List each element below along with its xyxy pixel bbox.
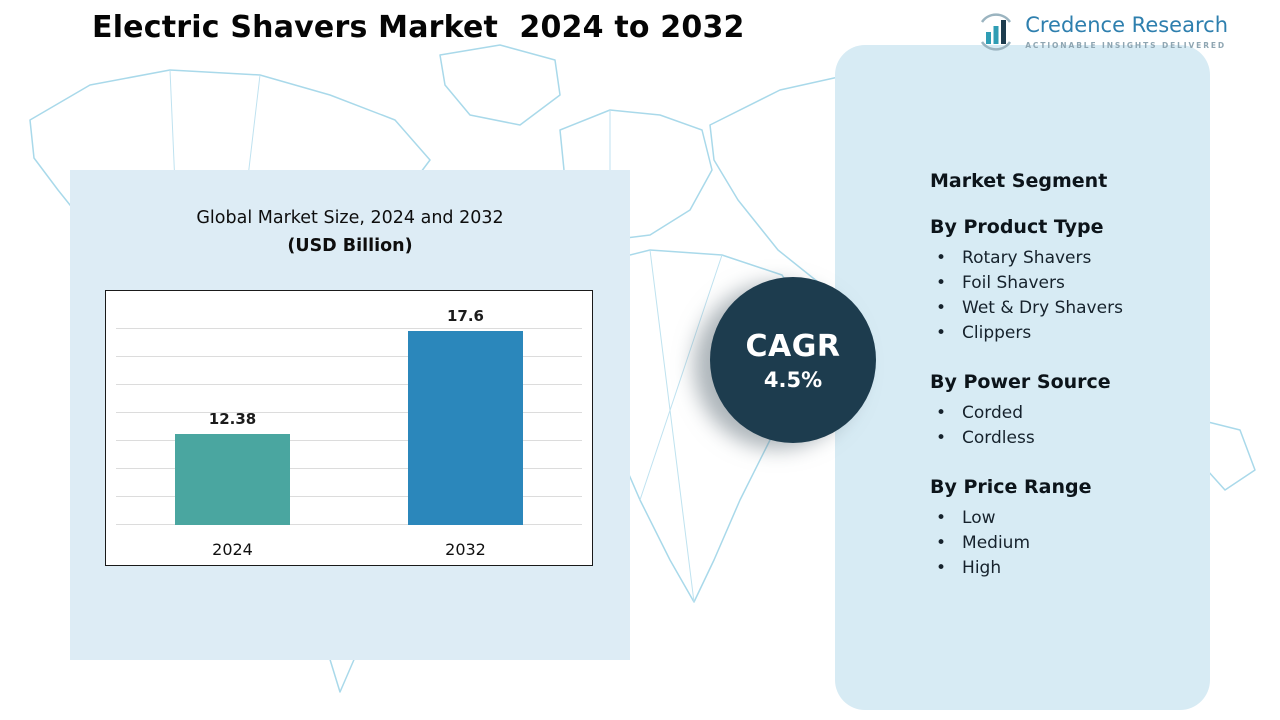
cagr-badge: CAGR 4.5% [710,277,876,443]
bar-value-label: 12.38 [208,410,257,429]
segment-item: Corded [930,403,1180,423]
segment-group-heading: By Product Type [930,216,1104,238]
bar-column: 12.38 [175,307,290,525]
segment-item-list: Rotary Shavers Foil Shavers Wet & Dry Shav… [930,248,1180,343]
bar-chart: 12.38 17.6 2024 2032 [105,290,593,566]
segment-group: By Price Range Low Medium High [930,476,1180,578]
logo-text-block: Credence Research Actionable Insights De… [1025,13,1228,50]
segment-item: Rotary Shavers [930,248,1180,268]
segment-groups: By Product Type Rotary Shavers Foil Shaver… [930,216,1180,578]
x-axis-labels: 2024 2032 [116,540,582,559]
bar [175,434,290,525]
segment-item-list: Corded Cordless [930,403,1180,448]
logo-icon [981,13,1012,51]
page-title: Electric Shavers Market 2024 to 2032 [92,10,745,45]
cagr-label: CAGR [745,328,841,364]
segment-item: High [930,558,1180,578]
market-segment-panel: Market Segment By Product Type Rotary Sha… [835,45,1210,710]
bar [408,331,523,525]
segment-item: Wet & Dry Shavers [930,298,1180,318]
chart-panel: Global Market Size, 2024 and 2032 (USD B… [70,170,630,660]
segment-group: By Power Source Corded Cordless [930,371,1180,448]
cagr-value: 4.5% [763,367,823,392]
bar-value-label: 17.6 [446,307,484,325]
x-axis-label: 2024 [212,540,253,559]
chart-title: Global Market Size, 2024 and 2032 [196,208,504,228]
segment-group-heading: By Price Range [930,476,1092,498]
segment-item: Foil Shavers [930,273,1180,293]
credence-research-logo: Credence Research Actionable Insights De… [976,12,1228,52]
segment-group-heading: By Power Source [930,371,1111,393]
segment-item-list: Low Medium High [930,508,1180,578]
plot-area: 12.38 17.6 [116,307,582,525]
segment-item: Cordless [930,428,1180,448]
x-axis-label: 2032 [445,540,486,559]
segment-group: By Product Type Rotary Shavers Foil Shaver… [930,216,1180,343]
segment-item: Medium [930,533,1180,553]
segment-item: Clippers [930,323,1180,343]
logo-tagline: Actionable Insights Delivered [1025,40,1227,50]
logo-name: Credence Research [1025,13,1228,38]
bar-column: 17.6 [408,307,523,525]
segment-title: Market Segment [930,170,1108,192]
segment-item: Low [930,508,1180,528]
chart-subtitle: (USD Billion) [287,236,413,256]
